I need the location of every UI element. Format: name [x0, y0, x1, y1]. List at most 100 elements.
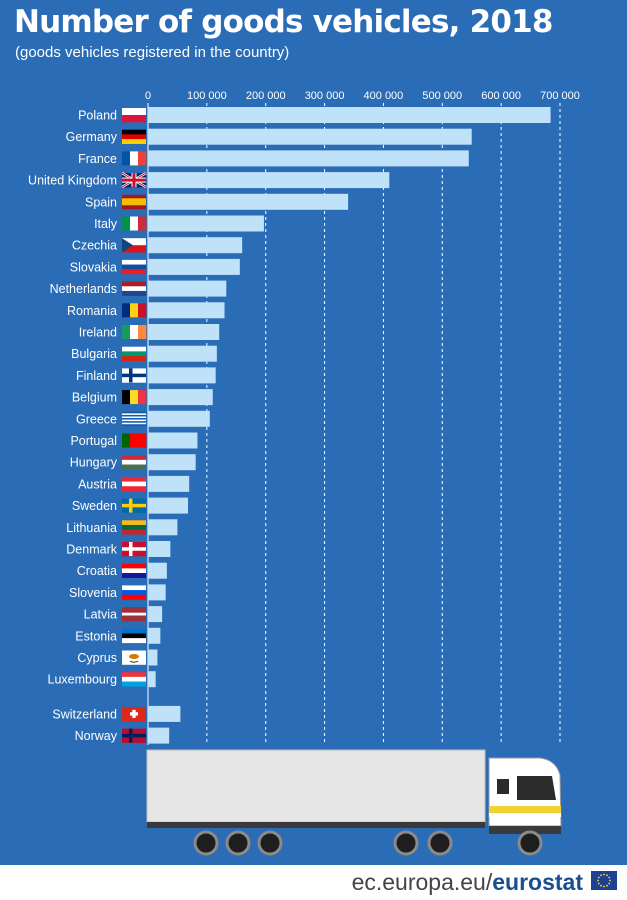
- category-label-latvia: Latvia: [84, 608, 117, 622]
- x-tick-label: 0: [145, 90, 151, 102]
- flag-spain-icon: [122, 194, 146, 210]
- category-label-luxembourg: Luxembourg: [48, 673, 118, 687]
- category-label-france: France: [78, 152, 117, 166]
- flag-italy-icon: [122, 216, 147, 231]
- bar-italy: [148, 215, 264, 232]
- source-link[interactable]: ec.europa.eu/eurostat: [352, 869, 583, 896]
- category-label-norway: Norway: [75, 729, 118, 743]
- bar-chart: 0 100 000 200 000 300 000 400 000 500 000 600 …: [28, 90, 580, 856]
- category-label-switzerland: Switzerland: [52, 707, 117, 721]
- flag-luxembourg-icon: [122, 672, 146, 687]
- flag-portugal-icon: [122, 433, 147, 448]
- flag-hungary-icon: [122, 455, 146, 470]
- category-label-spain: Spain: [85, 195, 117, 209]
- footer: ec.europa.eu/eurostat: [0, 865, 627, 900]
- bar-netherlands: [148, 280, 227, 297]
- category-label-czechia: Czechia: [72, 239, 117, 253]
- bar-romania: [148, 302, 225, 319]
- bar-greece: [148, 410, 210, 427]
- bar-poland: [148, 107, 551, 123]
- flag-netherlands-icon: [122, 281, 146, 296]
- site-brand: eurostat: [492, 869, 583, 895]
- country-labels: Poland Germany France United Kingdom Spain It…: [28, 109, 118, 744]
- bar-slovenia: [148, 584, 166, 601]
- page-subtitle: (goods vehicles registered in the countr…: [15, 44, 290, 61]
- bar-germany: [148, 128, 472, 145]
- bar-hungary: [148, 454, 196, 471]
- category-label-portugal: Portugal: [70, 434, 117, 448]
- category-label-germany: Germany: [66, 130, 118, 144]
- bar-spain: [148, 193, 349, 210]
- chart-panel: Number of goods vehicles, 2018 (goods ve…: [0, 0, 627, 865]
- bars: [148, 107, 551, 744]
- bar-lithuania: [148, 519, 178, 536]
- x-axis-ticks: 0 100 000 200 000 300 000 400 000 500 000 600 …: [145, 90, 580, 102]
- category-label-slovenia: Slovenia: [69, 586, 117, 600]
- flag-ireland-icon: [122, 325, 147, 339]
- flag-romania-icon: [122, 303, 147, 318]
- bar-slovakia: [148, 258, 240, 275]
- category-label-poland: Poland: [78, 109, 117, 123]
- flag-czechia-icon: [122, 238, 146, 253]
- flag-norway-icon: [122, 728, 146, 743]
- flag-denmark-icon: [122, 542, 146, 557]
- bar-switzerland: [148, 705, 181, 722]
- flags: [121, 108, 147, 743]
- bar-estonia: [148, 627, 161, 644]
- flag-greece-icon: [122, 411, 146, 427]
- bar-bulgaria: [148, 345, 217, 362]
- bar-austria: [148, 475, 190, 492]
- flag-switzerland-icon: [122, 706, 146, 722]
- flag-finland-icon: [122, 368, 146, 383]
- category-label-hungary: Hungary: [70, 456, 118, 470]
- bar-norway: [148, 727, 170, 744]
- bar-france: [148, 150, 469, 167]
- flag-estonia-icon: [122, 628, 146, 644]
- flag-slovakia-icon: [122, 259, 146, 275]
- bar-luxembourg: [148, 671, 156, 688]
- category-label-finland: Finland: [76, 369, 117, 383]
- flag-croatia-icon: [122, 563, 146, 578]
- flag-sweden-icon: [122, 498, 146, 513]
- category-label-croatia: Croatia: [77, 564, 117, 578]
- category-label-greece: Greece: [76, 412, 117, 426]
- bar-sweden: [148, 497, 189, 514]
- flag-austria-icon: [122, 476, 146, 492]
- page-title: Number of goods vehicles, 2018: [14, 4, 553, 40]
- eu-flag-icon: [591, 871, 617, 890]
- category-label-austria: Austria: [78, 477, 117, 491]
- flag-latvia-icon: [122, 607, 146, 622]
- flag-cyprus-icon: [122, 650, 146, 665]
- category-label-belgium: Belgium: [72, 391, 117, 405]
- flag-slovenia-icon: [122, 585, 146, 600]
- truck-illustration: [146, 749, 562, 856]
- x-tick-label: 500 000: [422, 90, 462, 102]
- bar-belgium: [148, 389, 213, 406]
- flag-united-kingdom-icon: [121, 172, 147, 189]
- category-label-sweden: Sweden: [72, 499, 117, 513]
- x-tick-label: 600 000: [481, 90, 521, 102]
- category-label-ireland: Ireland: [79, 326, 117, 340]
- bar-portugal: [148, 432, 198, 449]
- category-label-netherlands: Netherlands: [50, 282, 117, 296]
- category-label-lithuania: Lithuania: [66, 521, 117, 535]
- x-tick-label: 400 000: [364, 90, 404, 102]
- category-label-denmark: Denmark: [66, 543, 117, 557]
- bar-cyprus: [148, 649, 158, 666]
- bar-czechia: [148, 237, 243, 254]
- bar-finland: [148, 367, 216, 384]
- bar-denmark: [148, 541, 171, 557]
- bar-ireland: [148, 324, 220, 340]
- flag-poland-icon: [122, 108, 146, 123]
- flag-bulgaria-icon: [122, 346, 146, 361]
- x-tick-label: 700 000: [540, 90, 580, 102]
- bar-croatia: [148, 562, 167, 579]
- x-tick-label: 300 000: [305, 90, 345, 102]
- x-tick-label: 200 000: [246, 90, 286, 102]
- bar-latvia: [148, 606, 163, 623]
- category-label-united-kingdom: United Kingdom: [28, 174, 117, 188]
- flag-belgium-icon: [122, 390, 147, 405]
- category-label-estonia: Estonia: [75, 629, 117, 643]
- category-label-slovakia: Slovakia: [70, 260, 117, 274]
- category-label-bulgaria: Bulgaria: [71, 347, 117, 361]
